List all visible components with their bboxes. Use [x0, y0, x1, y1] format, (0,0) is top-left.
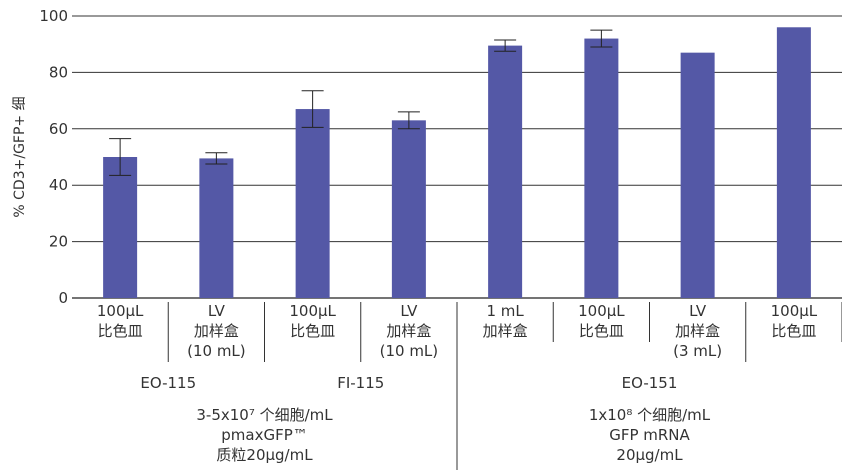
- y-tick-label-80: 80: [49, 63, 68, 81]
- bar-4: [391, 120, 426, 298]
- condition-label-line: 质粒20µg/mL: [216, 446, 313, 464]
- condition-label-1: 3-5x10⁷ 个细胞/mL pmaxGFP™ 质粒20µg/mL: [196, 406, 333, 464]
- bar-1: [103, 157, 138, 298]
- category-label-line: 比色皿: [771, 322, 816, 340]
- category-label-line: LV: [400, 302, 418, 320]
- y-tick-label-100: 100: [39, 7, 68, 25]
- y-tick-label-0: 0: [58, 289, 68, 307]
- category-label-line: 加样盒: [483, 322, 528, 340]
- bar-3: [295, 109, 330, 298]
- bar-2: [199, 158, 234, 298]
- category-label-line: (10 mL): [187, 342, 246, 360]
- category-label-line: LV: [208, 302, 226, 320]
- condition-label-line: 20µg/mL: [616, 446, 683, 464]
- error-bar-6: [590, 29, 613, 48]
- category-label-6: 100µL 比色皿: [578, 302, 625, 340]
- condition-label-line: 3-5x10⁷ 个细胞/mL: [196, 406, 333, 424]
- category-label-line: 加样盒: [194, 322, 239, 340]
- category-label-3: 100µL 比色皿: [289, 302, 336, 340]
- category-label-line: 加样盒: [675, 322, 720, 340]
- category-label-line: LV: [689, 302, 707, 320]
- y-axis-label: % CD3+/GFP+ 细: [12, 96, 28, 217]
- category-label-line: 100µL: [771, 302, 818, 320]
- category-label-line: 加样盒: [386, 322, 431, 340]
- device-label-1: EO-115: [140, 374, 196, 392]
- category-label-5: 1 mL 加样盒: [483, 302, 528, 340]
- category-label-line: (3 mL): [673, 342, 722, 360]
- condition-label-line: 1x10⁸ 个细胞/mL: [589, 406, 711, 424]
- category-label-line: 比色皿: [579, 322, 624, 340]
- category-label-line: 100µL: [289, 302, 336, 320]
- error-bar-2: [205, 152, 228, 165]
- bar-5: [488, 45, 523, 298]
- condition-label-2: 1x10⁸ 个细胞/mL GFP mRNA 20µg/mL: [589, 406, 711, 464]
- y-tick-label-20: 20: [49, 233, 68, 251]
- error-bar-4: [397, 111, 420, 130]
- y-tick-label-40: 40: [49, 176, 68, 194]
- category-label-line: 100µL: [97, 302, 144, 320]
- category-label-line: 比色皿: [98, 322, 143, 340]
- bar-6: [584, 38, 619, 299]
- category-label-line: 100µL: [578, 302, 625, 320]
- category-label-line: 比色皿: [290, 322, 335, 340]
- device-label-3: EO-151: [622, 374, 678, 392]
- y-tick-label-60: 60: [49, 120, 68, 138]
- bar-7: [680, 52, 715, 298]
- condition-label-line: GFP mRNA: [609, 426, 690, 444]
- category-label-4: LV 加样盒 (10 mL): [380, 302, 439, 360]
- category-label-line: 1 mL: [486, 302, 524, 320]
- category-label-7: LV 加样盒 (3 mL): [673, 302, 722, 360]
- bar-8: [776, 27, 811, 299]
- condition-label-line: pmaxGFP™: [221, 426, 308, 444]
- category-label-8: 100µL 比色皿: [771, 302, 818, 340]
- error-bar-1: [109, 138, 132, 176]
- error-bar-5: [494, 39, 517, 52]
- category-label-1: 100µL 比色皿: [97, 302, 144, 340]
- device-label-2: FI-115: [337, 374, 384, 392]
- category-label-line: (10 mL): [380, 342, 439, 360]
- category-label-2: LV 加样盒 (10 mL): [187, 302, 246, 360]
- error-bar-3: [301, 90, 324, 128]
